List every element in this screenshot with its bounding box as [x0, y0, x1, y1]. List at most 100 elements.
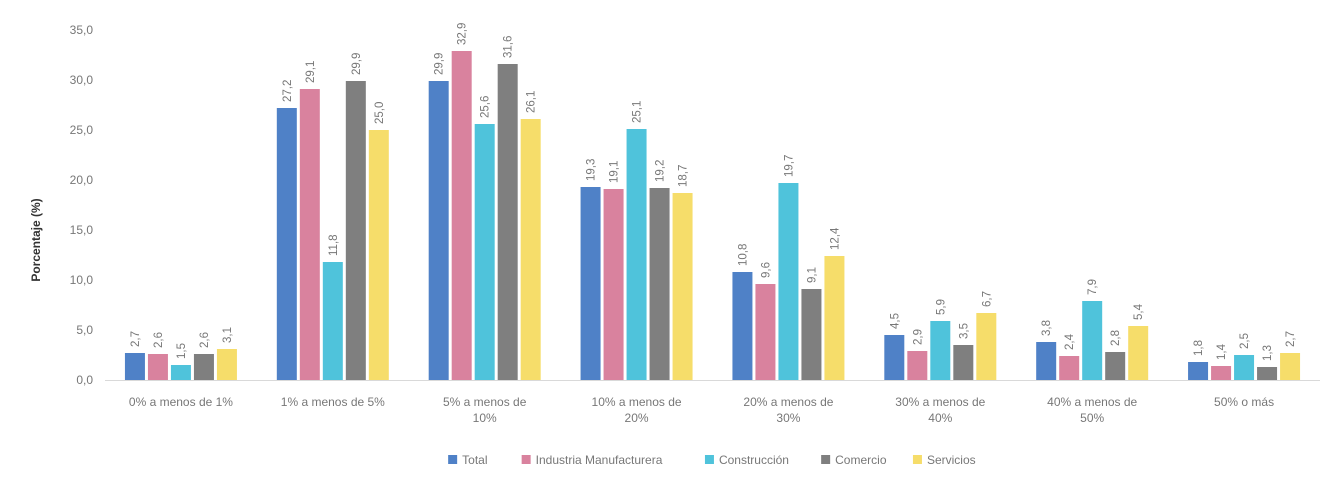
category-label: 40% a menos de 50%	[1047, 395, 1137, 425]
data-label: 25,6	[480, 96, 492, 118]
data-label: 29,9	[434, 53, 446, 75]
data-label: 27,2	[282, 80, 294, 102]
bar	[1257, 367, 1278, 380]
data-label: 1,5	[176, 343, 188, 359]
y-tick-label: 20,0	[70, 173, 94, 187]
category-label: 50% o más	[1214, 395, 1274, 409]
data-label: 19,2	[655, 160, 667, 182]
data-label: 25,0	[374, 102, 386, 124]
legend-label: Servicios	[927, 453, 976, 467]
data-label: 2,6	[199, 332, 211, 348]
bar	[1211, 366, 1232, 380]
data-label: 11,8	[328, 234, 340, 256]
legend-swatch	[448, 455, 458, 464]
data-label: 6,7	[981, 291, 993, 307]
bar	[976, 313, 997, 380]
data-label: 3,1	[222, 327, 234, 343]
bars-group	[124, 51, 1301, 380]
data-label: 31,6	[503, 36, 515, 58]
data-label: 2,7	[1285, 331, 1297, 347]
bar	[603, 189, 624, 380]
bar	[580, 187, 601, 380]
bar	[428, 81, 449, 380]
legend-label: Construcción	[719, 453, 789, 467]
bar	[345, 81, 366, 380]
bar	[170, 365, 191, 380]
bar	[824, 256, 845, 380]
bar	[147, 354, 168, 380]
data-label: 2,7	[130, 331, 142, 347]
data-label: 29,1	[305, 61, 317, 83]
data-label: 18,7	[678, 165, 690, 187]
bar	[1234, 355, 1255, 380]
category-labels-group: 0% a menos de 1% 1% a menos de 5% 5% a men…	[129, 395, 1274, 425]
bar	[497, 64, 518, 380]
legend-label: Industria Manufacturera	[536, 453, 663, 467]
bar	[884, 335, 905, 380]
data-label: 7,9	[1087, 279, 1099, 295]
data-label: 25,1	[632, 101, 644, 123]
bar	[520, 119, 541, 380]
data-label: 12,4	[829, 227, 841, 250]
bar	[474, 124, 495, 380]
y-tick-label: 5,0	[76, 323, 93, 337]
data-label: 2,5	[1239, 333, 1251, 349]
data-label: 1,3	[1262, 345, 1274, 361]
data-label: 3,5	[958, 323, 970, 339]
bar	[626, 129, 647, 380]
data-label: 19,3	[586, 159, 598, 181]
y-tick-label: 25,0	[70, 123, 94, 137]
bar	[216, 349, 237, 380]
data-label: 2,9	[912, 329, 924, 345]
y-axis-title-group: Porcentaje (%)	[29, 198, 43, 281]
data-label: 26,1	[526, 91, 538, 113]
y-tick-label: 10,0	[70, 273, 94, 287]
category-label: 10% a menos de 20%	[592, 395, 682, 425]
bar	[322, 262, 343, 380]
data-labels-group: 2,7 2,6 1,5 2,6 3,1 27,2 29,1 11,8 29,9 25,0 29,9 3…	[130, 23, 1297, 361]
y-tick-label: 0,0	[76, 373, 93, 387]
y-tick-label: 35,0	[70, 23, 94, 37]
data-label: 10,8	[737, 244, 749, 266]
category-label: 1% a menos de 5%	[281, 395, 385, 409]
bar	[755, 284, 776, 380]
bar	[672, 193, 693, 380]
bar	[907, 351, 928, 380]
data-label: 4,5	[889, 313, 901, 329]
bar	[124, 353, 145, 380]
legend-label: Total	[462, 453, 487, 467]
legend-swatch	[521, 455, 531, 464]
data-label: 2,6	[153, 332, 165, 348]
bar	[732, 272, 753, 380]
bar	[778, 183, 799, 380]
data-label: 1,8	[1193, 340, 1205, 356]
legend-swatch	[704, 455, 714, 464]
category-label: 0% a menos de 1%	[129, 395, 233, 409]
data-label: 5,4	[1133, 303, 1145, 320]
bar	[1105, 352, 1126, 380]
data-label: 19,7	[783, 155, 795, 177]
bar	[1082, 301, 1103, 380]
bar	[368, 130, 389, 380]
legend-label: Comercio	[835, 453, 887, 467]
bar	[1188, 362, 1209, 380]
y-axis-title: Porcentaje (%)	[29, 198, 43, 281]
bar	[1128, 326, 1149, 380]
bar	[299, 89, 320, 380]
legend: Total Industria Manufacturera Construcción…	[448, 453, 976, 467]
y-tick-label: 30,0	[70, 73, 94, 87]
data-label: 19,1	[609, 161, 621, 183]
data-label: 9,6	[760, 262, 772, 278]
bar	[930, 321, 951, 380]
data-label: 32,9	[457, 23, 469, 45]
data-label: 29,9	[351, 53, 363, 75]
y-axis-ticks: 0,0 5,0 10,0 15,0 20,0 25,0 30,0 35,0	[70, 23, 94, 387]
legend-swatch	[821, 455, 831, 464]
legend-swatch	[912, 455, 922, 464]
bar	[801, 289, 822, 380]
data-label: 5,9	[935, 299, 947, 315]
data-label: 3,8	[1041, 320, 1053, 336]
y-tick-label: 15,0	[70, 223, 94, 237]
bar	[451, 51, 472, 380]
